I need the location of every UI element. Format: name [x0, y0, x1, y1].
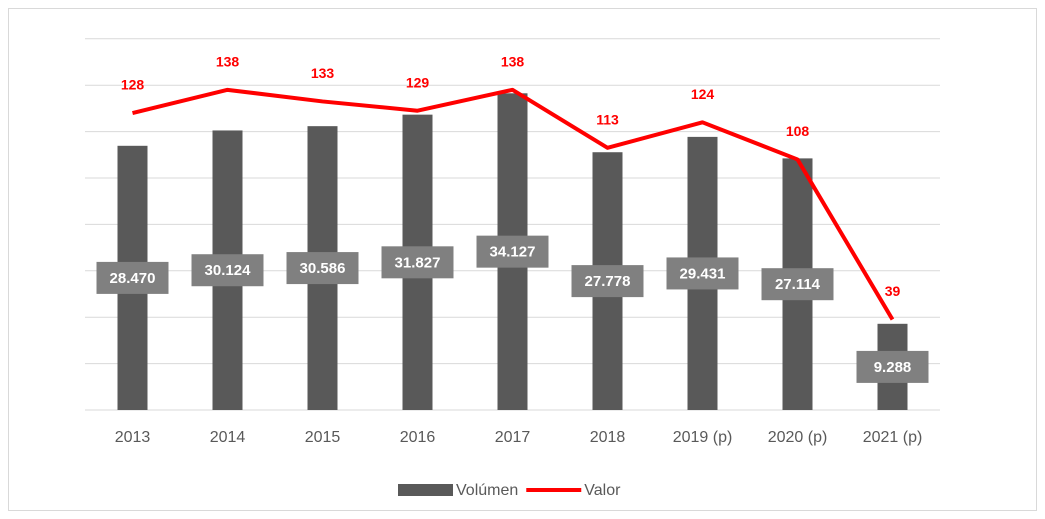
- legend-label: Valor: [584, 482, 621, 499]
- x-tick-label: 2017: [495, 429, 531, 446]
- data-label: 138: [501, 54, 525, 70]
- data-label-box: [191, 254, 264, 287]
- x-tick-label: 2015: [305, 429, 341, 446]
- data-label: 138: [216, 54, 240, 70]
- data-label: 128: [121, 77, 145, 93]
- data-label-box: [666, 257, 739, 290]
- data-label: 30.124: [205, 262, 252, 279]
- data-label-box: [761, 268, 834, 301]
- data-label: 113: [596, 112, 619, 128]
- x-tick-label: 2020 (p): [768, 429, 828, 446]
- legend-label: Volúmen: [456, 482, 518, 499]
- data-label: 133: [311, 65, 335, 81]
- data-label: 27.778: [585, 273, 631, 290]
- data-label-box: [286, 252, 359, 285]
- data-label: 30.586: [300, 260, 346, 277]
- x-tick-label: 2014: [210, 429, 246, 446]
- x-tick-label: 2016: [400, 429, 436, 446]
- data-label: 108: [786, 123, 810, 139]
- data-label-box: [96, 261, 169, 294]
- line: [132, 87, 895, 321]
- x-tick-label: 2013: [115, 429, 151, 446]
- data-label: 31.827: [395, 254, 441, 271]
- data-label: 29.431: [680, 265, 726, 282]
- data-label: 39: [885, 283, 901, 299]
- data-label-box: [856, 350, 929, 383]
- x-tick-label: 2021 (p): [863, 429, 923, 446]
- data-label: 34.127: [490, 244, 536, 261]
- data-label-box: [381, 246, 454, 279]
- data-label: 124: [691, 86, 715, 102]
- data-label: 28.470: [110, 270, 156, 287]
- x-tick-label: 2019 (p): [673, 429, 733, 446]
- legend-swatch: [398, 484, 453, 496]
- x-tick-label: 2018: [590, 429, 626, 446]
- data-label-box: [476, 235, 549, 268]
- data-label: 9.288: [874, 359, 912, 376]
- data-label: 129: [406, 74, 430, 90]
- data-label: 27.114: [775, 276, 821, 293]
- data-label-box: [571, 265, 644, 298]
